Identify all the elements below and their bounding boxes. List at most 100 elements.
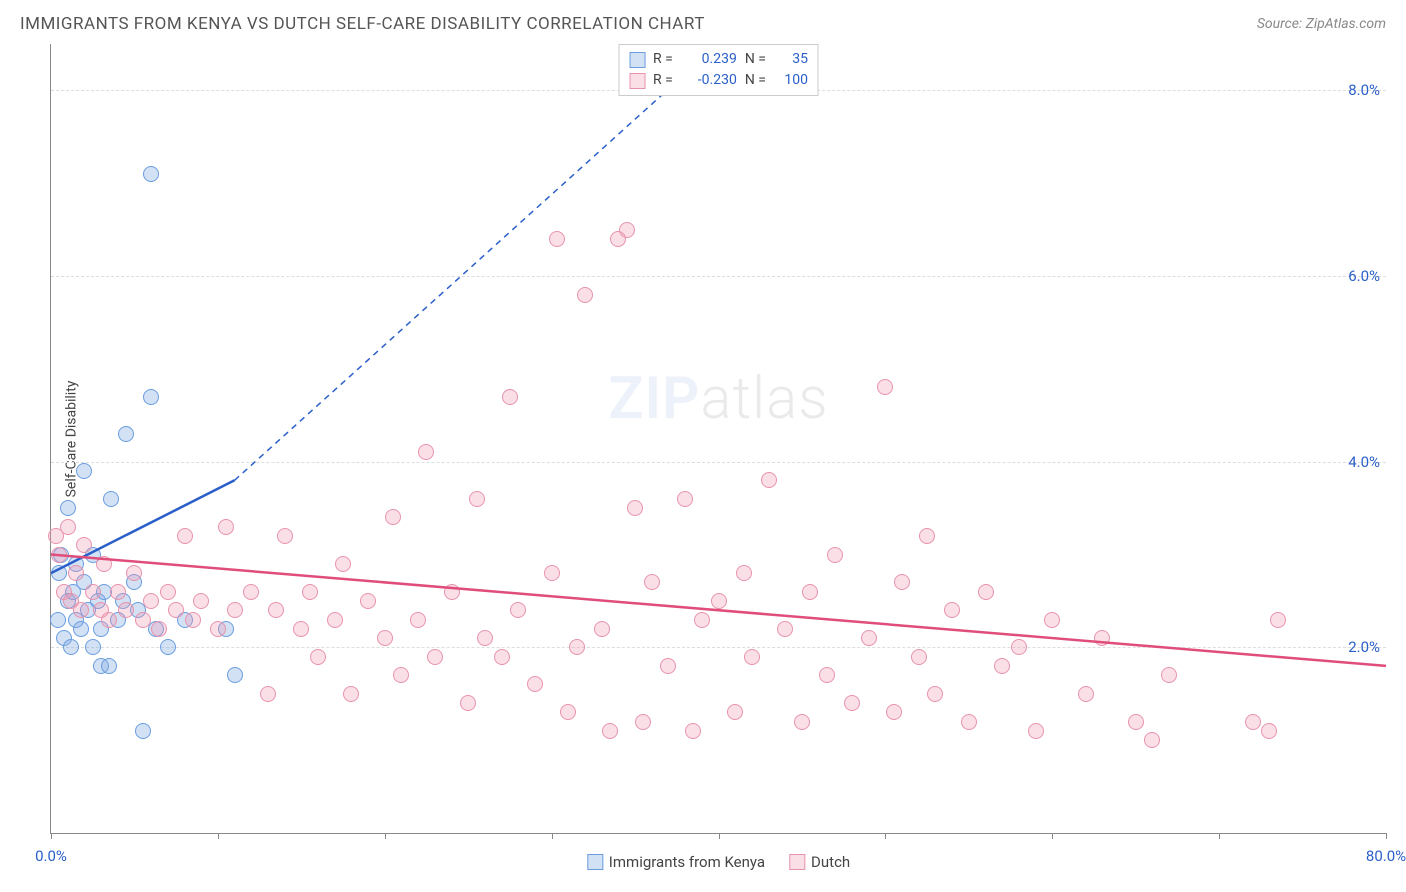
- scatter-point: [377, 630, 393, 646]
- scatter-point: [293, 621, 309, 637]
- legend-item-dutch: Dutch: [789, 853, 850, 871]
- r-value-dutch: -0.230: [681, 70, 737, 91]
- swatch-dutch-icon: [789, 854, 805, 870]
- scatter-point: [277, 528, 293, 544]
- scatter-point: [711, 593, 727, 609]
- scatter-point: [594, 621, 610, 637]
- scatter-point: [193, 593, 209, 609]
- scatter-point: [744, 649, 760, 665]
- gridline: [51, 647, 1386, 648]
- xtick: [1386, 833, 1387, 839]
- scatter-point: [1044, 612, 1060, 628]
- xtick: [885, 833, 886, 839]
- scatter-point: [101, 612, 117, 628]
- scatter-point: [135, 723, 151, 739]
- scatter-point: [660, 658, 676, 674]
- legend-label-dutch: Dutch: [811, 853, 850, 871]
- scatter-point: [310, 649, 326, 665]
- scatter-point: [260, 686, 276, 702]
- source-credit: Source: ZipAtlas.com: [1257, 16, 1386, 32]
- scatter-point: [1144, 732, 1160, 748]
- ytick-label: 4.0%: [1348, 453, 1380, 471]
- legend-item-kenya: Immigrants from Kenya: [587, 853, 765, 871]
- xtick: [719, 833, 720, 839]
- scatter-point: [644, 574, 660, 590]
- gridline: [51, 276, 1386, 277]
- scatter-point: [502, 389, 518, 405]
- scatter-point: [577, 287, 593, 303]
- watermark: ZIPatlas: [608, 365, 828, 433]
- scatter-point: [961, 714, 977, 730]
- scatter-point: [85, 584, 101, 600]
- scatter-point: [1028, 723, 1044, 739]
- scatter-point: [177, 528, 193, 544]
- scatter-point: [76, 463, 92, 479]
- scatter-point: [50, 612, 66, 628]
- scatter-point: [978, 584, 994, 600]
- scatter-point: [243, 584, 259, 600]
- scatter-point: [694, 612, 710, 628]
- scatter-point: [63, 639, 79, 655]
- scatter-point: [560, 704, 576, 720]
- xtick: [1219, 833, 1220, 839]
- scatter-point: [886, 704, 902, 720]
- scatter-point: [335, 556, 351, 572]
- scatter-point: [460, 695, 476, 711]
- xtick-label: 80.0%: [1366, 847, 1406, 865]
- scatter-point: [60, 500, 76, 516]
- scatter-point: [602, 723, 618, 739]
- scatter-point: [103, 491, 119, 507]
- xtick: [218, 833, 219, 839]
- scatter-point: [118, 602, 134, 618]
- scatter-point: [51, 565, 67, 581]
- correlation-legend: R = 0.239 N = 35 R = -0.230 N = 100: [618, 44, 819, 96]
- scatter-point: [627, 500, 643, 516]
- scatter-point: [143, 593, 159, 609]
- scatter-point: [360, 593, 376, 609]
- scatter-point: [1094, 630, 1110, 646]
- scatter-point: [343, 686, 359, 702]
- ytick-label: 6.0%: [1348, 267, 1380, 285]
- scatter-point: [619, 222, 635, 238]
- scatter-point: [60, 519, 76, 535]
- scatter-point: [861, 630, 877, 646]
- scatter-point: [218, 519, 234, 535]
- scatter-point: [877, 379, 893, 395]
- series-legend: Immigrants from Kenya Dutch: [587, 853, 850, 871]
- scatter-point: [685, 723, 701, 739]
- scatter-point: [185, 612, 201, 628]
- scatter-point: [76, 537, 92, 553]
- scatter-point: [143, 166, 159, 182]
- scatter-point: [569, 639, 585, 655]
- scatter-point: [327, 612, 343, 628]
- scatter-point: [160, 639, 176, 655]
- scatter-point: [736, 565, 752, 581]
- scatter-point: [677, 491, 693, 507]
- r-value-kenya: 0.239: [681, 49, 737, 70]
- scatter-point: [527, 676, 543, 692]
- scatter-point: [794, 714, 810, 730]
- y-axis-label: Self-Care Disability: [63, 380, 79, 497]
- scatter-point: [919, 528, 935, 544]
- scatter-point: [444, 584, 460, 600]
- scatter-point: [994, 658, 1010, 674]
- scatter-point: [1261, 723, 1277, 739]
- scatter-point: [168, 602, 184, 618]
- scatter-point: [802, 584, 818, 600]
- scatter-point: [549, 231, 565, 247]
- scatter-point: [101, 658, 117, 674]
- scatter-point: [135, 612, 151, 628]
- scatter-point: [1078, 686, 1094, 702]
- scatter-point: [727, 704, 743, 720]
- scatter-point: [73, 621, 89, 637]
- scatter-point: [911, 649, 927, 665]
- scatter-point: [777, 621, 793, 637]
- scatter-point: [635, 714, 651, 730]
- scatter-point: [819, 667, 835, 683]
- scatter-point: [160, 584, 176, 600]
- scatter-point: [477, 630, 493, 646]
- legend-row-kenya: R = 0.239 N = 35: [629, 49, 808, 70]
- ytick-label: 2.0%: [1348, 638, 1380, 656]
- n-value-kenya: 35: [774, 49, 808, 70]
- scatter-point: [544, 565, 560, 581]
